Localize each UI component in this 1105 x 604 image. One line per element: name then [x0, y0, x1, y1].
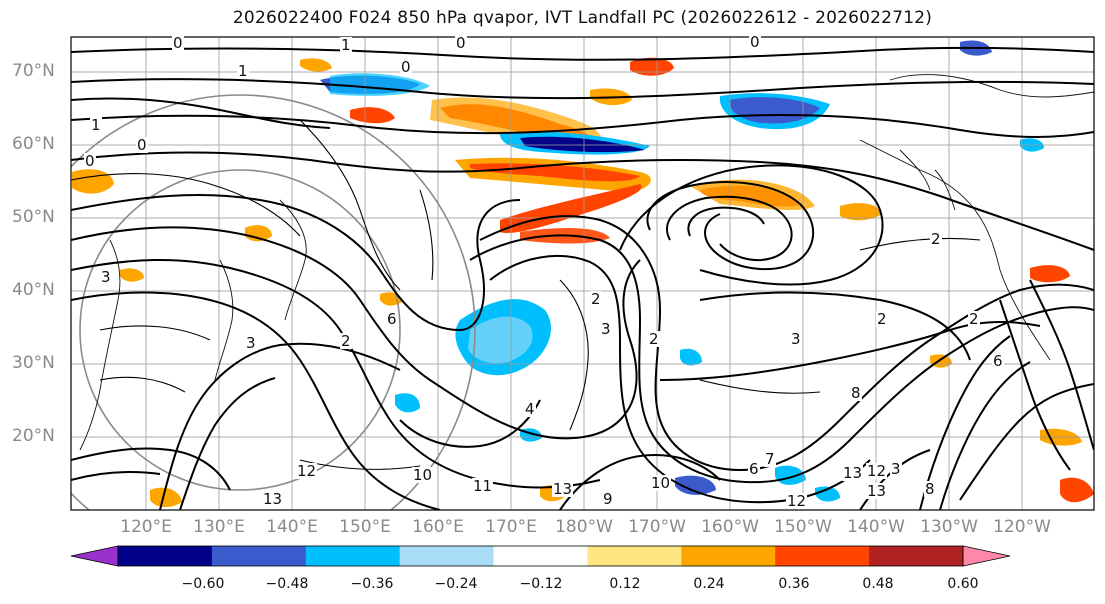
contour-label: 0 [136, 136, 148, 154]
lat-label-50n: 50°N [12, 207, 55, 227]
contour-label: 1 [90, 116, 102, 134]
contour-label: 3 [790, 330, 802, 348]
contour-label: 0 [400, 58, 412, 76]
lon-label-150e: 150°E [339, 517, 391, 537]
contour-label: 1 [340, 36, 352, 54]
ivt-contours [71, 46, 1094, 510]
map-frame [70, 36, 1095, 511]
contour-label: 2 [648, 330, 660, 348]
lon-label-160w: 160°W [701, 517, 759, 537]
colorbar-extend-low [70, 545, 119, 567]
contour-label: 6 [748, 460, 760, 478]
lat-label-30n: 30°N [12, 353, 55, 373]
contour-label: 0 [455, 34, 467, 52]
lon-label-120e: 120°E [120, 517, 172, 537]
colorbar-tick: 0.24 [693, 576, 725, 592]
contour-label: 10 [650, 474, 672, 492]
contour-label: 6 [992, 352, 1004, 370]
colorbar-tick: −0.12 [519, 576, 563, 592]
lat-label-70n: 70°N [12, 61, 55, 81]
colorbar-swatch [869, 546, 964, 566]
lon-label-180w: 180°W [555, 517, 613, 537]
lon-label-170w: 170°W [628, 517, 686, 537]
contour-label: 9 [602, 490, 614, 508]
contour-label: 2 [968, 310, 980, 328]
contour-label: 13 [552, 480, 574, 498]
contour-label: 0 [84, 152, 96, 170]
contour-label: 6 [386, 310, 398, 328]
colorbar [70, 545, 1011, 567]
colorbar-swatch [211, 546, 307, 566]
contour-label: 12 [296, 462, 318, 480]
colorbar-swatch [399, 546, 495, 566]
colorbar-tick: −0.60 [181, 576, 225, 592]
map-title: 2026022400 F024 850 hPa qvapor, IVT Land… [232, 8, 933, 28]
contour-label: 13 [842, 464, 864, 482]
colorbar-swatch [681, 546, 776, 566]
lon-label-120w: 120°W [993, 517, 1051, 537]
contour-label: 2 [590, 290, 602, 308]
contour-label: 2 [340, 332, 352, 350]
lat-label-40n: 40°N [12, 280, 55, 300]
coastlines [79, 74, 1094, 451]
colorbar-swatch [305, 546, 401, 566]
colorbar-tick: −0.48 [265, 576, 309, 592]
landfall-rings [71, 94, 476, 510]
colorbar-swatch [118, 546, 213, 566]
contour-label: 13 [262, 490, 284, 508]
contour-label: 13 [866, 482, 888, 500]
contour-label: 8 [924, 480, 936, 498]
contour-label: 3 [100, 268, 112, 286]
lon-label-170e: 170°E [485, 517, 537, 537]
contour-label: 3 [890, 460, 902, 478]
lon-label-130w: 130°W [920, 517, 978, 537]
lon-label-140w: 140°W [847, 517, 905, 537]
ivt-contours-thin [71, 119, 981, 470]
lat-label-60n: 60°N [12, 134, 55, 154]
colorbar-tick: −0.24 [434, 576, 478, 592]
colorbar-swatch [493, 546, 588, 566]
colorbar-tick: −0.36 [350, 576, 394, 592]
contour-label: 7 [764, 450, 776, 468]
contour-label: 8 [850, 384, 862, 402]
contour-label: 0 [749, 33, 761, 51]
lat-label-20n: 20°N [12, 426, 55, 446]
colorbar-swatch [775, 546, 870, 566]
colorbar-tick: 0.12 [609, 576, 641, 592]
contour-label: 4 [524, 400, 536, 418]
contour-label: 11 [472, 477, 494, 495]
contour-label: 12 [786, 492, 808, 510]
lon-label-140e: 140°E [266, 517, 318, 537]
qvapor-shading [72, 40, 1094, 508]
colorbar-tick: 0.60 [947, 576, 979, 592]
colorbar-extend-high [962, 545, 1011, 567]
contour-label: 2 [930, 230, 942, 248]
contour-label: 0 [172, 34, 184, 52]
colorbar-frame [117, 545, 964, 567]
colorbar-tick: 0.48 [862, 576, 894, 592]
lon-label-130e: 130°E [193, 517, 245, 537]
lon-label-160e: 160°E [412, 517, 464, 537]
contour-label: 3 [245, 334, 257, 352]
map-plot-area [71, 37, 1094, 510]
contour-label: 1 [237, 62, 249, 80]
contour-label: 10 [412, 466, 434, 484]
lon-label-150w: 150°W [774, 517, 832, 537]
contour-label: 12 [866, 462, 888, 480]
contour-label: 3 [600, 320, 612, 338]
contour-label: 2 [876, 310, 888, 328]
colorbar-tick: 0.36 [778, 576, 810, 592]
colorbar-swatch [587, 546, 682, 566]
